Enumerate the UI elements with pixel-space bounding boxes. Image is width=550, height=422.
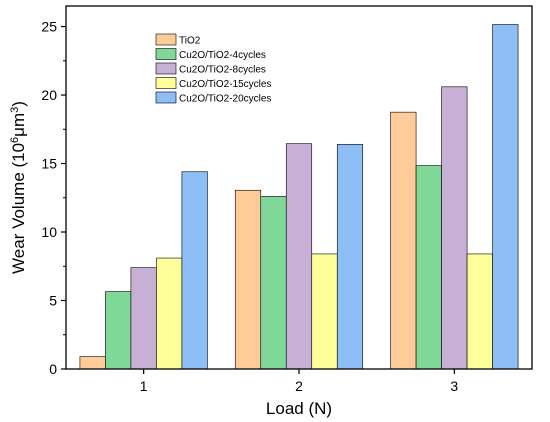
x-tick-label: 1 bbox=[140, 378, 148, 394]
y-axis-title-post: ) bbox=[9, 101, 28, 107]
ticks-layer: 1 2 3 0 5 10 15 20 25 bbox=[41, 19, 458, 394]
bar-cu2o-tio2-8cycles-load-3 bbox=[441, 86, 468, 370]
bar-cu2o-tio2-20cycles-load-1 bbox=[181, 171, 208, 370]
legend-swatch bbox=[155, 62, 177, 75]
bar-cu2o-tio2-15cycles-load-2 bbox=[311, 253, 338, 370]
y-axis-title-pre: Wear Volume (10 bbox=[9, 143, 28, 274]
bar-cu2o-tio2-4cycles-load-1 bbox=[105, 291, 132, 370]
y-axis-title: Wear Volume (106μm3) bbox=[9, 101, 28, 274]
y-tick-label: 5 bbox=[49, 293, 57, 309]
y-axis-title-unit: μm bbox=[9, 113, 28, 137]
bars-layer bbox=[79, 24, 519, 370]
legend-label: Cu2O/TiO2-15cycles bbox=[179, 79, 271, 90]
x-axis-title: Load (N) bbox=[266, 399, 332, 418]
x-tick-label: 3 bbox=[450, 378, 458, 394]
bar-tio2-load-1 bbox=[79, 356, 106, 370]
y-tick-label: 20 bbox=[41, 87, 57, 103]
y-tick-label: 10 bbox=[41, 224, 57, 240]
y-tick-label: 25 bbox=[41, 19, 57, 35]
y-tick-label: 0 bbox=[49, 361, 57, 377]
bar-tio2-load-2 bbox=[234, 189, 262, 370]
legend-label: Cu2O/TiO2-20cycles bbox=[179, 94, 271, 105]
legend: TiO2 Cu2O/TiO2-4cycles Cu2O/TiO2-8cycles Cu… bbox=[155, 33, 271, 105]
bar-cu2o-tio2-15cycles-load-1 bbox=[156, 257, 183, 370]
bar-cu2o-tio2-4cycles-load-3 bbox=[415, 165, 442, 370]
bar-cu2o-tio2-20cycles-load-3 bbox=[492, 24, 519, 370]
bar-cu2o-tio2-15cycles-load-3 bbox=[466, 253, 493, 370]
legend-swatch bbox=[155, 33, 177, 46]
bar-cu2o-tio2-4cycles-load-2 bbox=[260, 196, 287, 370]
legend-label: TiO2 bbox=[179, 36, 201, 47]
legend-swatch bbox=[155, 91, 177, 104]
legend-label: Cu2O/TiO2-8cycles bbox=[179, 65, 266, 76]
x-tick-label: 2 bbox=[295, 378, 303, 394]
bar-cu2o-tio2-20cycles-load-2 bbox=[336, 144, 364, 370]
legend-swatch bbox=[155, 48, 177, 60]
y-axis-title-exp2: 3 bbox=[9, 107, 21, 113]
y-tick-label: 15 bbox=[41, 156, 57, 172]
legend-label: Cu2O/TiO2-4cycles bbox=[179, 50, 266, 61]
bar-cu2o-tio2-8cycles-load-1 bbox=[130, 267, 157, 370]
bar-tio2-load-3 bbox=[390, 111, 417, 370]
y-axis-title-exp1: 6 bbox=[9, 137, 21, 143]
bar-cu2o-tio2-8cycles-load-2 bbox=[285, 143, 313, 370]
legend-swatch bbox=[155, 77, 177, 89]
